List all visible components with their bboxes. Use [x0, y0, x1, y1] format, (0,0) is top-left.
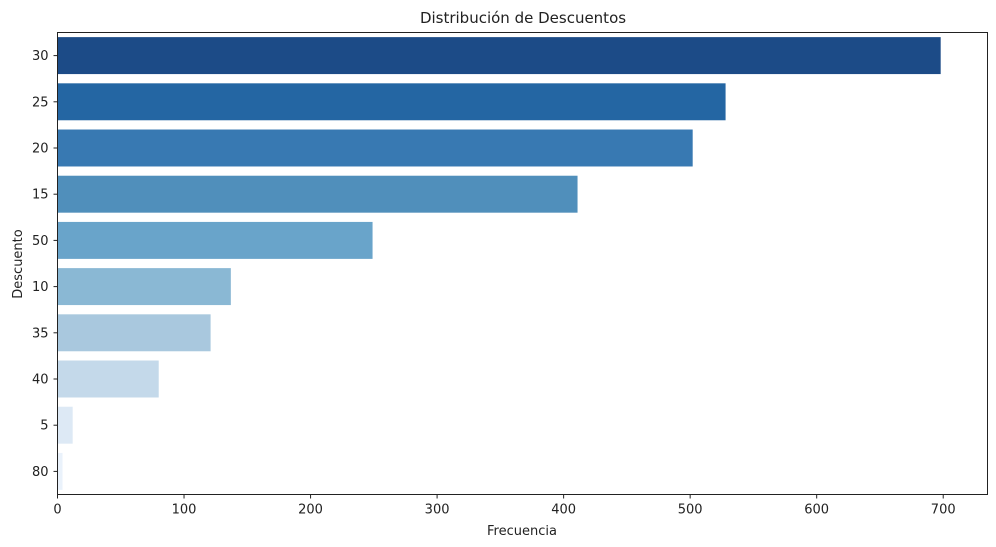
- x-tick-label: 0: [53, 503, 61, 518]
- bar-50: [57, 221, 373, 259]
- y-tick-label: 5: [40, 419, 48, 434]
- bar-5: [57, 406, 73, 444]
- y-tick-label: 25: [32, 95, 49, 110]
- y-tick-label: 50: [32, 234, 49, 249]
- bar-25: [57, 83, 726, 121]
- plot-frame: [57, 32, 988, 495]
- x-tick-label: 500: [678, 503, 703, 518]
- y-tick-label: 15: [32, 188, 49, 203]
- x-tick-label: 100: [172, 503, 197, 518]
- y-tick-label: 20: [32, 142, 49, 157]
- bar-35: [57, 314, 211, 352]
- x-axis-label: Frecuencia: [487, 524, 557, 539]
- y-axis-label: Descuento: [11, 229, 26, 299]
- x-tick-label: 700: [931, 503, 956, 518]
- x-axis-ticks: 0 100 200 300 400 500 600 700: [53, 494, 956, 518]
- x-tick-label: 200: [298, 503, 323, 518]
- y-tick-label: 35: [32, 326, 49, 341]
- bar-30: [57, 37, 941, 75]
- y-tick-label: 40: [32, 373, 49, 388]
- chart-title: Distribución de Descuentos: [420, 9, 626, 27]
- bar-40: [57, 360, 159, 398]
- bars-group: [57, 37, 941, 490]
- x-tick-label: 400: [551, 503, 576, 518]
- bar-20: [57, 129, 693, 167]
- x-tick-label: 600: [804, 503, 829, 518]
- bar-15: [57, 175, 578, 213]
- y-axis-ticks: 30 25 20 15 50 10 35 40 5 80: [32, 49, 58, 480]
- bar-80: [57, 452, 63, 490]
- bar-10: [57, 268, 231, 306]
- x-tick-label: 300: [425, 503, 450, 518]
- y-tick-label: 10: [32, 280, 49, 295]
- y-tick-label: 30: [32, 49, 49, 64]
- y-tick-label: 80: [32, 465, 49, 480]
